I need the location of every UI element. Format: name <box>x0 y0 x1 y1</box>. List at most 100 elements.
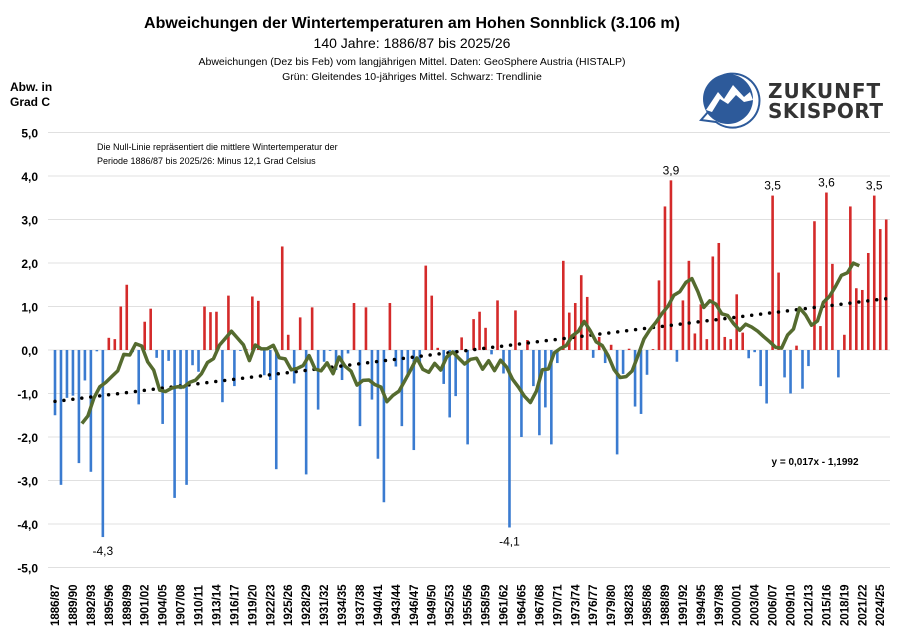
bar <box>609 344 613 350</box>
bar <box>843 334 846 350</box>
bar <box>496 300 499 350</box>
x-tick-label: 1925/26 <box>283 584 295 626</box>
x-tick-label: 1916/17 <box>229 584 241 626</box>
bar <box>113 339 117 350</box>
x-tick-label: 2006/07 <box>768 584 780 626</box>
bar <box>71 350 75 396</box>
x-tick-label: 1928/29 <box>301 584 313 626</box>
bar <box>257 300 260 350</box>
bar <box>143 321 146 350</box>
x-tick-label: 1967/68 <box>534 584 546 626</box>
bar <box>274 350 278 470</box>
y-tick-label: -3,0 <box>17 475 38 489</box>
x-tick-label: 1934/35 <box>337 584 349 626</box>
x-tick-label: 2024/25 <box>875 584 887 626</box>
bar <box>849 206 852 350</box>
logo-mountain-icon <box>699 72 761 129</box>
gridlines <box>48 132 890 568</box>
bar <box>562 260 565 350</box>
bar <box>693 333 697 350</box>
bar <box>567 312 571 350</box>
bar <box>825 192 828 350</box>
x-tick-label: 1910/11 <box>194 584 206 626</box>
bar <box>514 310 517 350</box>
bar <box>316 350 320 410</box>
x-tick-label: 1952/53 <box>445 584 457 626</box>
bar <box>526 339 529 350</box>
y-tick-labels: 5,0 4,0 3,0 2,0 1,0 0,0 -1,0 -2,0 -3,0 -4,0 -5,0 <box>17 127 38 576</box>
chart-subtitle-3: Grün: Gleitendes 10-jähriges Mittel. Sch… <box>282 71 542 83</box>
bar <box>298 317 302 350</box>
y-tick-label: -5,0 <box>17 562 38 576</box>
bar <box>681 300 685 350</box>
bar <box>95 350 99 352</box>
bar <box>490 350 493 355</box>
bar <box>603 350 607 364</box>
x-tick-label: 1988/89 <box>660 584 672 626</box>
bar <box>472 319 475 350</box>
x-tick-label: 2015/16 <box>821 584 833 626</box>
data-label: -4,1 <box>499 534 520 548</box>
y-axis-label-1: Abw. in <box>10 80 52 94</box>
bar <box>807 350 810 367</box>
x-tick-label: 1985/86 <box>642 584 654 626</box>
bar <box>759 350 762 387</box>
x-tick-label: 1949/50 <box>427 584 439 626</box>
x-tick-label: 1895/96 <box>104 584 116 626</box>
bar <box>729 339 733 350</box>
bar <box>747 350 750 359</box>
data-label: 3,9 <box>663 163 680 177</box>
x-tick-label: 1994/95 <box>696 584 708 626</box>
bar <box>466 350 469 445</box>
x-tick-label: 1991/92 <box>678 584 690 626</box>
bar <box>478 311 481 350</box>
bar <box>795 345 798 350</box>
bar <box>783 350 786 378</box>
x-tick-label: 1976/77 <box>588 584 600 626</box>
x-tick-label: 1886/87 <box>50 584 62 626</box>
x-tick-label: 1940/41 <box>373 584 385 626</box>
bar <box>884 219 888 350</box>
x-tick-label: 1946/47 <box>409 584 421 626</box>
bar <box>209 312 212 350</box>
x-tick-label: 1901/02 <box>140 584 152 626</box>
bar <box>508 350 511 528</box>
bar <box>819 326 822 350</box>
x-tick-label: 2009/10 <box>786 584 798 626</box>
bar <box>544 350 547 408</box>
bar <box>376 350 380 459</box>
x-tick-label: 2021/22 <box>857 584 869 626</box>
bar <box>233 350 236 387</box>
bar <box>771 195 774 350</box>
x-tick-label: 1997/98 <box>714 584 726 626</box>
bar <box>239 350 242 351</box>
y-tick-label: 3,0 <box>21 214 38 228</box>
bar <box>430 295 434 350</box>
bar <box>388 303 392 350</box>
bar <box>454 350 457 397</box>
bar <box>765 350 768 404</box>
bar <box>59 350 63 485</box>
bar <box>669 180 673 350</box>
x-tick-label: 2012/13 <box>803 584 815 626</box>
chart-subtitle: 140 Jahre: 1886/87 bis 2025/26 <box>314 35 511 51</box>
y-tick-label: -4,0 <box>17 518 38 532</box>
bar <box>107 337 111 350</box>
bar <box>155 350 158 358</box>
x-tick-labels: 1886/87 1889/90 1892/93 1895/96 1898/99 1901/… <box>50 584 887 626</box>
bar <box>878 229 882 350</box>
bar <box>83 350 87 381</box>
trend-equation: y = 0,017x - 1,1992 <box>771 457 858 468</box>
bar <box>328 350 332 351</box>
bar <box>550 350 553 445</box>
bar <box>286 334 290 350</box>
bar <box>352 303 356 350</box>
bar <box>633 350 637 407</box>
bar <box>173 350 176 498</box>
x-tick-label: 2003/04 <box>750 584 762 626</box>
bar <box>872 195 876 350</box>
bar <box>735 294 739 350</box>
bar <box>645 350 649 375</box>
moving-average-line <box>80 261 861 425</box>
